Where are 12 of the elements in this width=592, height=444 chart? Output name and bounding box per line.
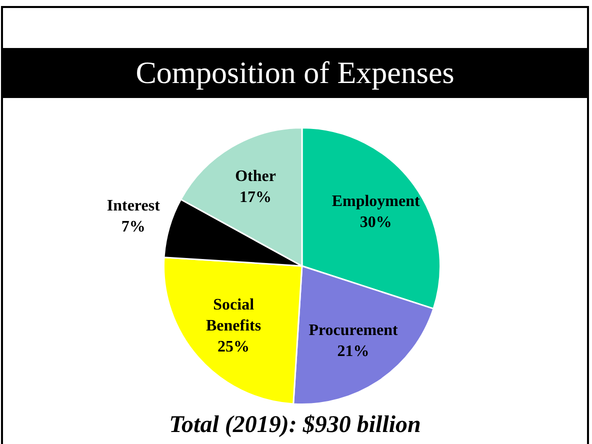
slice-label: Procurement (308, 322, 399, 340)
slice-label: Social Benefits (206, 296, 262, 334)
data-label: 21% (337, 343, 370, 360)
slice-label: Other (235, 168, 276, 186)
slice-label: Interest (106, 198, 161, 215)
slice-label: Employment (332, 193, 420, 210)
data-label: 7% (121, 218, 146, 236)
chart-title: Composition of Expenses (3, 48, 587, 98)
text: Total (2019): $930 billion (168, 412, 422, 439)
data-label: 17% (240, 189, 272, 206)
data-label: 25% (218, 338, 250, 356)
data-label: 30% (360, 214, 392, 232)
